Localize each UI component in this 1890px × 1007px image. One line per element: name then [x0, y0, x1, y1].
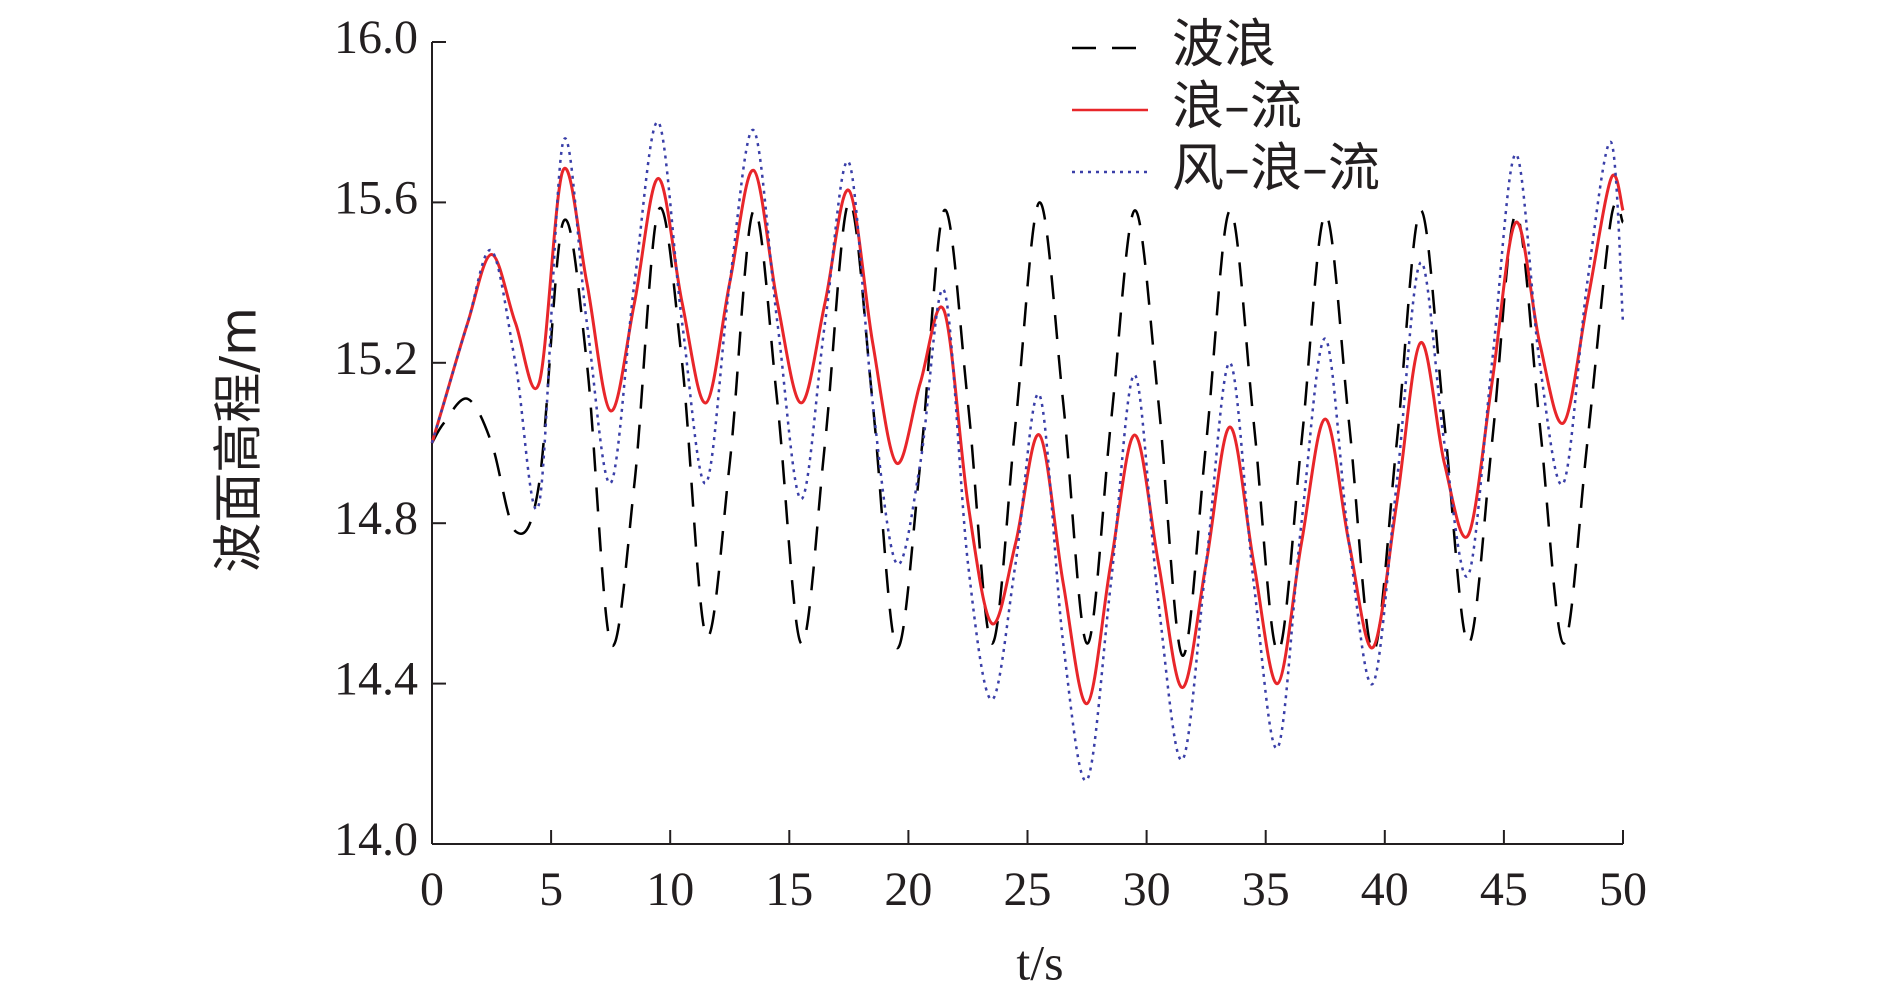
y-tick-label: 14.0	[334, 813, 418, 866]
x-tick-label: 40	[1361, 863, 1409, 916]
legend-label: 波浪	[1172, 15, 1276, 75]
x-tick-label: 50	[1599, 863, 1647, 916]
series-line	[430, 120, 1625, 782]
x-tick-label: 35	[1242, 863, 1290, 916]
y-tick-label: 14.8	[334, 492, 418, 545]
x-tick-label: 0	[420, 863, 444, 916]
x-tick-label: 30	[1123, 863, 1171, 916]
series-line	[430, 166, 1625, 706]
y-axis-label: 波面高程/m	[210, 307, 268, 573]
x-tick-label: 15	[765, 863, 813, 916]
x-axis-label: t/s	[1016, 934, 1063, 990]
x-tick-label: 25	[1004, 863, 1052, 916]
y-tick-label: 15.2	[334, 332, 418, 385]
x-tick-label: 5	[539, 863, 563, 916]
x-tick-label: 10	[646, 863, 694, 916]
legend-label: 浪–流	[1172, 77, 1302, 137]
y-tick-label: 15.6	[334, 171, 418, 224]
series-line	[430, 201, 1625, 657]
legend-label: 风–浪–流	[1172, 139, 1380, 199]
y-tick-label: 16.0	[334, 11, 418, 64]
y-tick-label: 14.4	[334, 653, 418, 706]
x-tick-label: 20	[884, 863, 932, 916]
x-tick-label: 45	[1480, 863, 1528, 916]
